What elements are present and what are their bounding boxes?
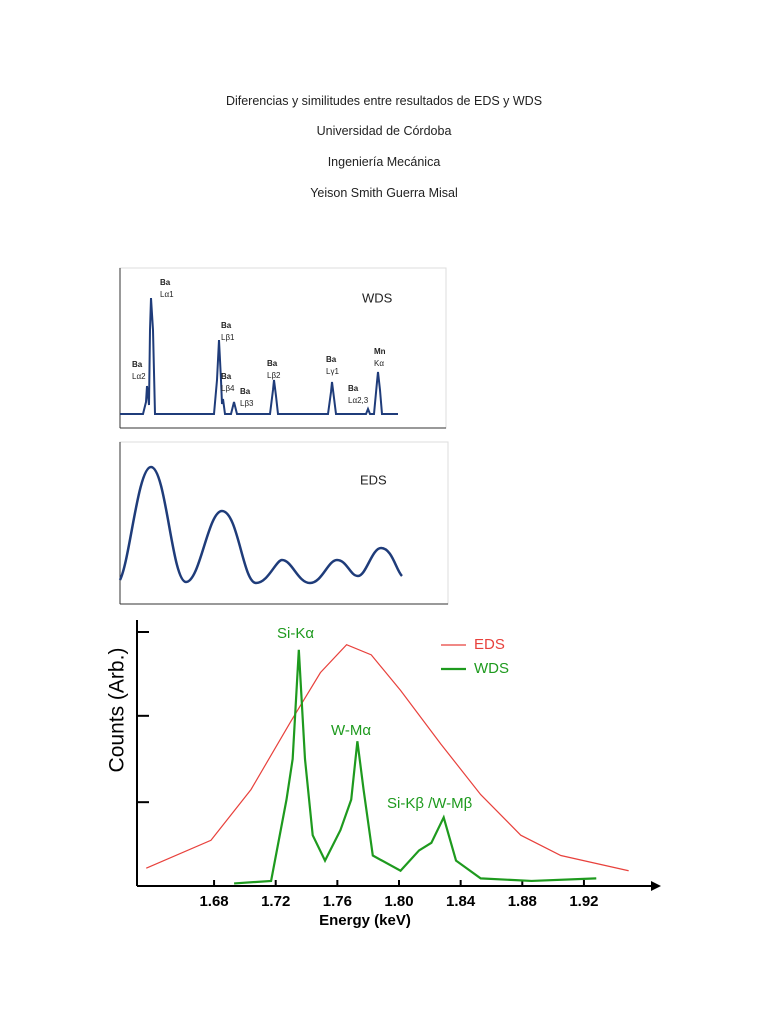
peak-element: Ba <box>348 384 359 393</box>
wds-curve <box>120 297 398 415</box>
peak-element: Ba <box>326 355 337 364</box>
panel-title: WDS <box>362 290 393 305</box>
peak-element: Ba <box>240 387 251 396</box>
peak-line: Lβ1 <box>221 333 235 342</box>
header-line: Universidad de Córdoba <box>316 124 452 138</box>
peak-element: Ba <box>221 372 232 381</box>
x-tick-label: 1.92 <box>569 893 598 910</box>
annotation: Si-Kβ /W-Mβ <box>387 795 473 812</box>
y-axis-label: Counts (Arb.) <box>106 648 129 773</box>
peak-line: Lα1 <box>160 290 174 299</box>
peak-element: Ba <box>267 359 278 368</box>
x-tick-label: 1.72 <box>261 893 290 910</box>
peak-element: Ba <box>160 278 171 287</box>
peak-line: Lα2,3 <box>348 396 369 405</box>
header-line: Ingeniería Mecánica <box>327 155 441 169</box>
peak-element: Mn <box>374 347 386 356</box>
legend-label: EDS <box>474 636 505 653</box>
header-line: Diferencias y similitudes entre resultad… <box>225 94 543 108</box>
peak-element: Ba <box>221 321 232 330</box>
x-tick-label: 1.76 <box>323 893 352 910</box>
peak-line: Lα2 <box>132 372 146 381</box>
header-line: Yeison Smith Guerra Misal <box>310 186 458 200</box>
peak-line: Lβ4 <box>221 384 235 393</box>
legend-label: WDS <box>474 660 509 677</box>
peak-line: Kα <box>374 359 384 368</box>
peak-line: Lγ1 <box>326 367 339 376</box>
peak-line: Lβ3 <box>240 399 254 408</box>
x-tick-label: 1.80 <box>384 893 413 910</box>
series-line <box>234 649 597 885</box>
series-line <box>146 643 629 872</box>
annotation: W-Mα <box>331 722 371 739</box>
x-axis-label: Energy (keV) <box>319 912 411 929</box>
x-tick-label: 1.88 <box>508 893 537 910</box>
peak-line: Lβ2 <box>267 371 281 380</box>
x-tick-label: 1.84 <box>446 893 476 910</box>
panel-title: EDS <box>360 472 387 487</box>
eds-curve <box>118 465 403 585</box>
annotation: Si-Kα <box>277 625 314 642</box>
arrow <box>651 881 661 891</box>
x-tick-label: 1.68 <box>199 893 228 910</box>
peak-element: Ba <box>132 360 143 369</box>
